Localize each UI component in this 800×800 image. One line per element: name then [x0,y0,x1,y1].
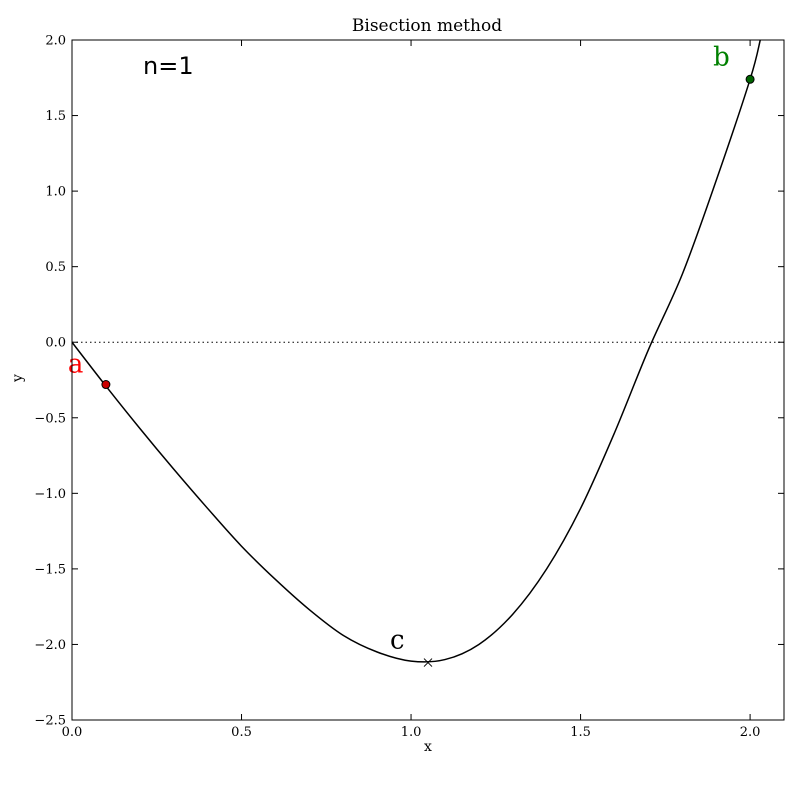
y-tick-label: 2.0 [45,34,66,49]
y-tick-label: 1.5 [45,109,66,124]
point-b-marker [745,74,755,84]
y-tick-label: −0.5 [34,411,66,426]
point-c-label: c [390,626,405,656]
point-b-label: b [713,42,730,72]
plot-frame [71,39,785,721]
x-tick-label: 1.5 [570,725,591,740]
point-a-label: a [68,350,84,380]
iteration-label: n=1 [143,52,194,80]
axis-ticks: 0.0 0.5 1.0 1.5 2.0 −2.5 −2.0 −1.5 −1.0 −0.5 0.0 0.… [34,34,784,740]
y-tick-label: 0.5 [45,260,66,275]
y-axis-label: y [10,374,26,383]
x-tick-label: 0.0 [62,725,83,740]
y-tick-label: −2.0 [34,638,66,653]
x-tick-label: 1.0 [401,725,422,740]
x-tick-label: 2.0 [740,725,761,740]
y-tick-label: −1.0 [34,487,66,502]
x-axis-label: x [424,739,432,755]
y-tick-label: 1.0 [45,185,66,200]
chart-title: Bisection method [352,16,502,36]
plot-area: a b c [68,40,784,667]
point-a-marker [101,380,111,390]
point-c-marker [423,658,433,667]
y-tick-label: −1.5 [34,562,66,577]
y-tick-label: −2.5 [34,714,66,729]
y-tick-label: 0.0 [45,336,66,351]
x-tick-label: 0.5 [231,725,252,740]
function-curve [72,40,761,663]
